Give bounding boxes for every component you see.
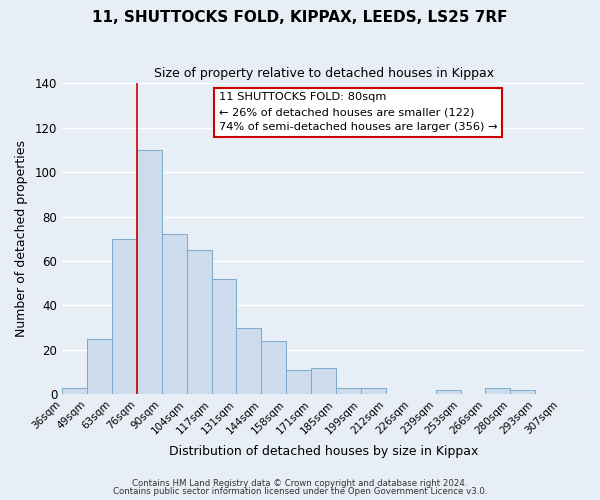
Bar: [137, 150, 162, 394]
Y-axis label: Number of detached properties: Number of detached properties: [15, 140, 28, 338]
Bar: [361, 388, 386, 394]
Text: Contains HM Land Registry data © Crown copyright and database right 2024.: Contains HM Land Registry data © Crown c…: [132, 478, 468, 488]
X-axis label: Distribution of detached houses by size in Kippax: Distribution of detached houses by size …: [169, 444, 478, 458]
Text: 11 SHUTTOCKS FOLD: 80sqm
← 26% of detached houses are smaller (122)
74% of semi-: 11 SHUTTOCKS FOLD: 80sqm ← 26% of detach…: [219, 92, 497, 132]
Bar: [87, 339, 112, 394]
Bar: [62, 388, 87, 394]
Title: Size of property relative to detached houses in Kippax: Size of property relative to detached ho…: [154, 68, 494, 80]
Bar: [311, 368, 336, 394]
Bar: [485, 388, 511, 394]
Text: Contains public sector information licensed under the Open Government Licence v3: Contains public sector information licen…: [113, 487, 487, 496]
Bar: [286, 370, 311, 394]
Text: 11, SHUTTOCKS FOLD, KIPPAX, LEEDS, LS25 7RF: 11, SHUTTOCKS FOLD, KIPPAX, LEEDS, LS25 …: [92, 10, 508, 25]
Bar: [112, 239, 137, 394]
Bar: [262, 341, 286, 394]
Bar: [336, 388, 361, 394]
Bar: [212, 279, 236, 394]
Bar: [436, 390, 461, 394]
Bar: [162, 234, 187, 394]
Bar: [236, 328, 262, 394]
Bar: [187, 250, 212, 394]
Bar: [511, 390, 535, 394]
